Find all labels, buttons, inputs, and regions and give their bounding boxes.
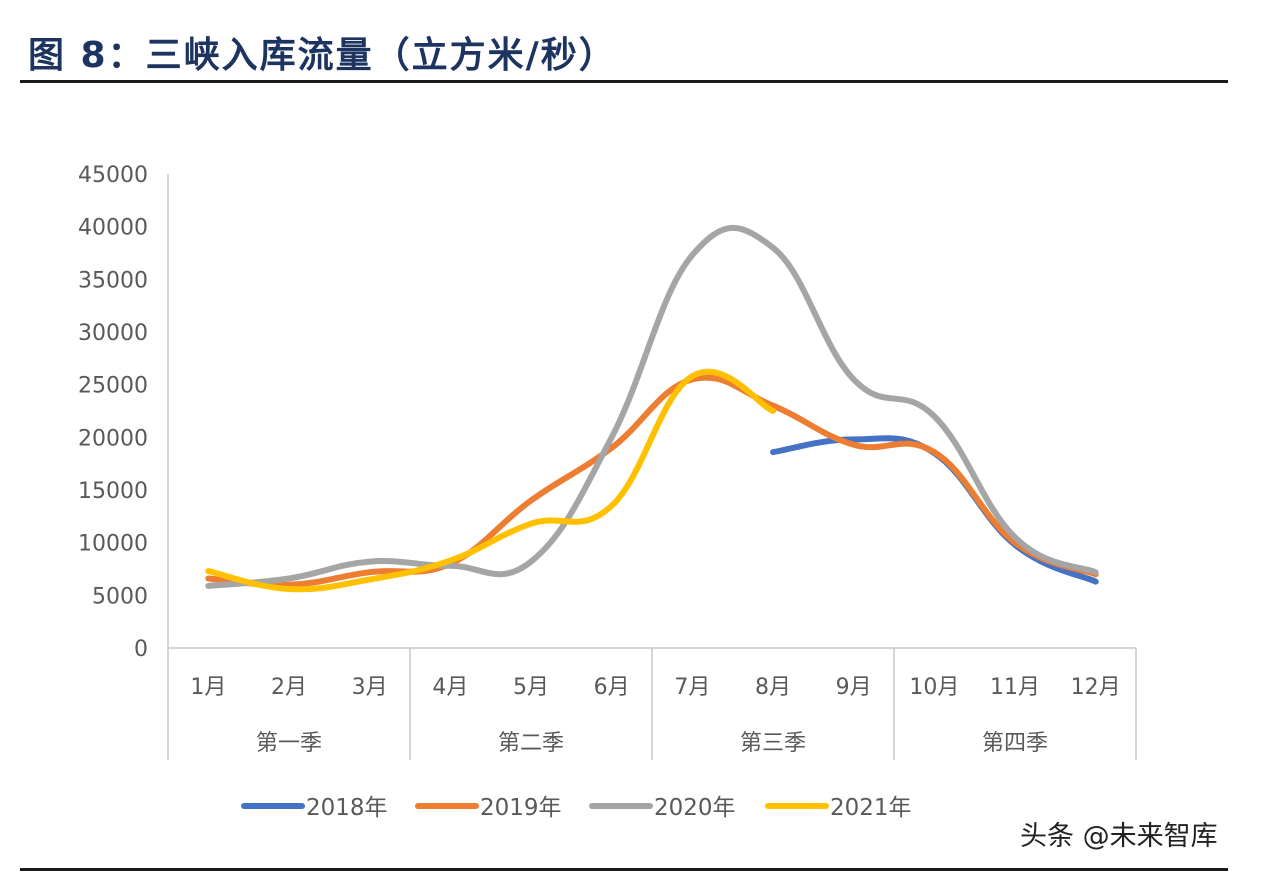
x-tick-label: 11月 (990, 675, 1040, 700)
y-tick-label: 5000 (92, 584, 148, 609)
y-tick-label: 15000 (78, 479, 148, 504)
watermark: 头条 @未来智库 (1020, 821, 1218, 852)
figure-title: 图 8：三峡入库流量（立方米/秒） (28, 35, 617, 76)
y-tick-label: 30000 (78, 321, 148, 346)
y-tick-label: 10000 (78, 532, 148, 557)
y-tick-label: 35000 (78, 268, 148, 293)
x-tick-label: 2月 (271, 675, 307, 700)
y-tick-label: 0 (134, 637, 148, 662)
series-line-2019年 (205, 374, 1099, 588)
x-tick-label: 12月 (1071, 675, 1121, 700)
legend-label: 2018年 (306, 795, 388, 821)
x-tick-label: 3月 (352, 675, 388, 700)
y-tick-label: 20000 (78, 426, 148, 451)
category-group-label: 第三季 (740, 731, 806, 756)
x-tick-label: 5月 (513, 675, 549, 700)
category-group-label: 第四季 (982, 731, 1048, 756)
y-axis: 0 5000 10000 15000 20000 25000 30000 35000 40000… (78, 163, 169, 662)
legend-label: 2021年 (830, 795, 912, 821)
y-tick-label: 45000 (78, 163, 148, 188)
y-tick-label: 40000 (78, 216, 148, 241)
x-tick-label: 7月 (674, 675, 710, 700)
series-line-2020年 (205, 225, 1099, 589)
y-tick-label: 25000 (78, 374, 148, 399)
category-group-label: 第二季 (498, 731, 564, 756)
x-tick-label: 1月 (190, 675, 226, 700)
category-group-label: 第一季 (256, 731, 322, 756)
x-tick-label: 4月 (432, 675, 468, 700)
title-rule (20, 80, 1228, 83)
bottom-rule (20, 868, 1228, 871)
x-tick-label: 6月 (594, 675, 630, 700)
series-lines (205, 225, 1099, 593)
x-tick-label: 10月 (909, 675, 959, 700)
legend: 2018年 2019年 2020年 2021年 (241, 795, 912, 821)
legend-label: 2020年 (654, 795, 736, 821)
series-line-2021年 (205, 368, 776, 593)
legend-label: 2019年 (480, 795, 562, 821)
x-tick-label: 8月 (755, 675, 791, 700)
x-tick-label: 9月 (836, 675, 872, 700)
